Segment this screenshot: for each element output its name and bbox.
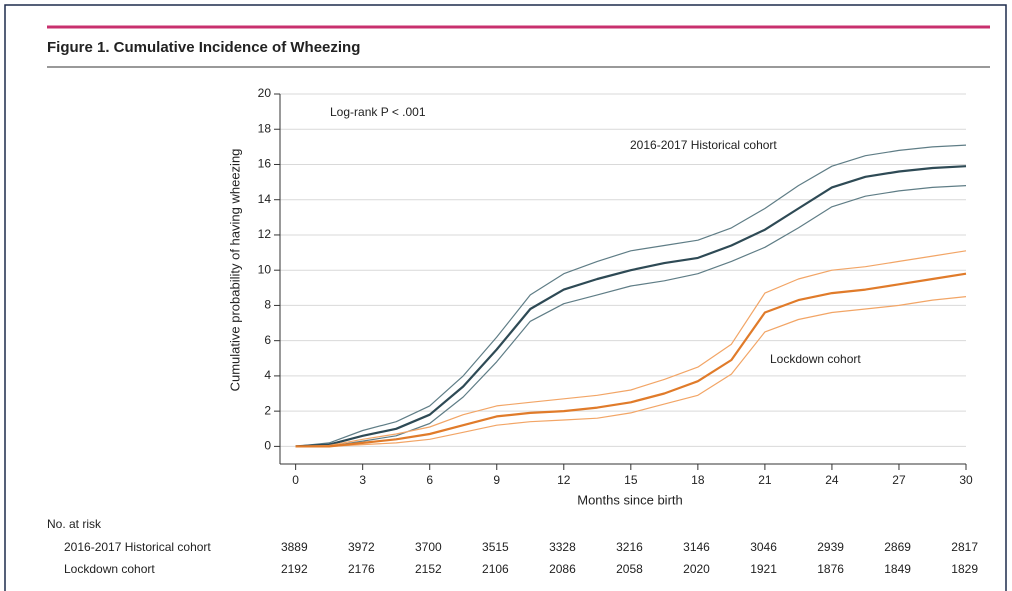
x-tick-label: 9 bbox=[493, 473, 500, 487]
y-tick-label: 20 bbox=[258, 86, 272, 100]
risk-count: 2176 bbox=[348, 562, 375, 576]
series-label: Lockdown cohort bbox=[770, 352, 861, 366]
risk-count: 1829 bbox=[951, 562, 978, 576]
y-tick-label: 10 bbox=[258, 262, 272, 276]
risk-count: 2817 bbox=[951, 540, 978, 554]
risk-count: 2192 bbox=[281, 562, 308, 576]
x-tick-label: 0 bbox=[292, 473, 299, 487]
series-line bbox=[295, 272, 967, 448]
ci-line bbox=[295, 144, 967, 447]
y-tick-label: 2 bbox=[264, 403, 271, 417]
x-tick-label: 12 bbox=[557, 473, 571, 487]
risk-count: 1849 bbox=[884, 562, 911, 576]
risk-count: 2020 bbox=[683, 562, 710, 576]
risk-count: 1921 bbox=[750, 562, 777, 576]
x-tick-label: 15 bbox=[624, 473, 638, 487]
y-tick-label: 14 bbox=[258, 192, 272, 206]
risk-count: 3146 bbox=[683, 540, 710, 554]
annotation: Log-rank P < .001 bbox=[330, 105, 426, 119]
x-tick-label: 24 bbox=[825, 473, 839, 487]
ci-line bbox=[295, 250, 967, 447]
y-tick-label: 16 bbox=[258, 157, 272, 171]
series-label: 2016-2017 Historical cohort bbox=[630, 138, 777, 152]
risk-count: 3216 bbox=[616, 540, 643, 554]
risk-row-name: Lockdown cohort bbox=[64, 562, 155, 576]
risk-count: 2058 bbox=[616, 562, 643, 576]
x-tick-label: 6 bbox=[426, 473, 433, 487]
y-tick-label: 18 bbox=[258, 121, 272, 135]
chart-title: Figure 1. Cumulative Incidence of Wheezi… bbox=[47, 39, 360, 56]
ci-line bbox=[295, 185, 967, 447]
ci-line bbox=[295, 296, 967, 447]
risk-count: 2152 bbox=[415, 562, 442, 576]
x-tick-label: 27 bbox=[892, 473, 906, 487]
risk-table-title: No. at risk bbox=[47, 517, 102, 531]
risk-count: 3972 bbox=[348, 540, 375, 554]
risk-count: 3328 bbox=[549, 540, 576, 554]
y-tick-label: 6 bbox=[264, 333, 271, 347]
x-tick-label: 30 bbox=[959, 473, 973, 487]
x-axis-title: Months since birth bbox=[577, 492, 683, 507]
y-axis-title: Cumulative probability of having wheezin… bbox=[227, 149, 242, 392]
y-tick-label: 4 bbox=[264, 368, 271, 382]
risk-count: 3889 bbox=[281, 540, 308, 554]
risk-row-name: 2016-2017 Historical cohort bbox=[64, 540, 211, 554]
y-tick-label: 8 bbox=[264, 298, 271, 312]
frame bbox=[4, 4, 1007, 591]
risk-count: 2869 bbox=[884, 540, 911, 554]
risk-count: 2086 bbox=[549, 562, 576, 576]
x-tick-label: 3 bbox=[359, 473, 366, 487]
risk-count: 3046 bbox=[750, 540, 777, 554]
x-tick-label: 21 bbox=[758, 473, 772, 487]
risk-count: 3700 bbox=[415, 540, 442, 554]
risk-count: 2106 bbox=[482, 562, 509, 576]
y-tick-label: 0 bbox=[264, 439, 271, 453]
x-tick-label: 18 bbox=[691, 473, 705, 487]
series-line bbox=[295, 165, 967, 448]
risk-count: 1876 bbox=[817, 562, 844, 576]
risk-count: 3515 bbox=[482, 540, 509, 554]
y-tick-label: 12 bbox=[258, 227, 272, 241]
risk-count: 2939 bbox=[817, 540, 844, 554]
